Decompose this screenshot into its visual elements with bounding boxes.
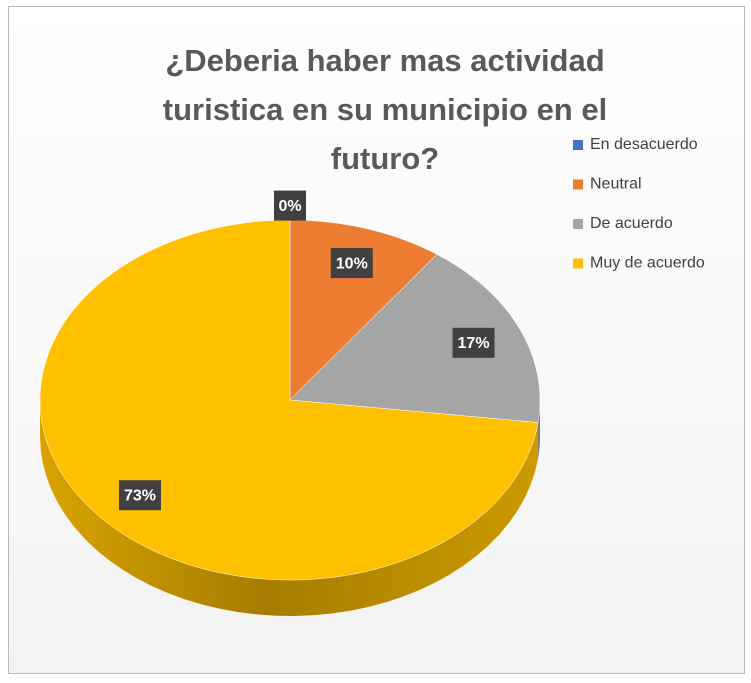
legend-label: Muy de acuerdo [590,255,705,272]
slice [39,219,539,581]
data-label: 73% [124,487,156,504]
legend-label: De acuerdo [590,215,673,232]
data-label: 17% [458,335,490,352]
data-label-box [274,190,306,221]
slice-side-shade [40,400,539,616]
chart-title: ¿Deberia haber mas actividad turistica e… [162,43,608,176]
legend-swatch [573,258,583,269]
legend-swatch [573,140,583,150]
slice-side-shade [538,400,540,459]
legend-label: Neutral [590,176,642,193]
legend-swatch [573,179,583,190]
data-label-box [452,327,495,358]
slice [289,254,541,423]
data-label-box [118,480,161,511]
slice [289,219,438,401]
legend-swatch [573,219,583,229]
data-label-box [330,248,373,279]
data-label: 10% [336,255,368,272]
legend-label: En desacuerdo [590,136,698,153]
data-label: 0% [278,198,301,215]
